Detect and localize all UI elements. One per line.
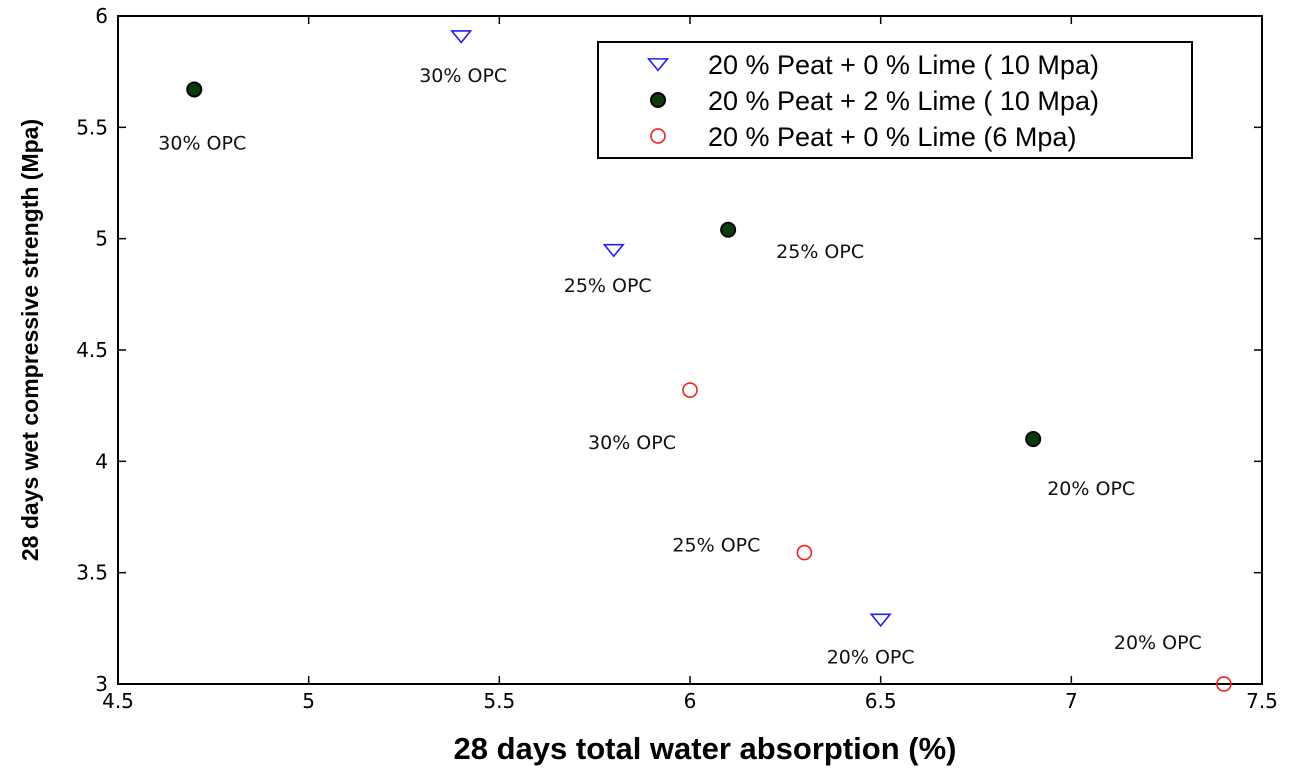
legend-marker bbox=[646, 58, 670, 72]
data-point bbox=[682, 382, 698, 398]
data-point bbox=[450, 30, 473, 44]
y-tick-label: 6 bbox=[95, 4, 108, 28]
x-tick-label: 7 bbox=[1065, 689, 1078, 713]
point-label: 25% OPC bbox=[776, 241, 864, 263]
legend-items: 20 % Peat + 0 % Lime ( 10 Mpa) 20 % Peat … bbox=[646, 50, 1099, 152]
legend: 20 % Peat + 0 % Lime ( 10 Mpa) 20 % Peat … bbox=[597, 41, 1193, 159]
point-label: 30% OPC bbox=[158, 132, 246, 154]
data-point bbox=[1216, 676, 1232, 692]
point-label: 30% OPC bbox=[588, 432, 676, 454]
data-point bbox=[186, 81, 203, 98]
point-label: 30% OPC bbox=[419, 65, 507, 87]
legend-label: 20 % Peat + 0 % Lime ( 10 Mpa) bbox=[708, 50, 1099, 80]
point-label: 25% OPC bbox=[672, 535, 760, 557]
data-point bbox=[796, 544, 813, 561]
y-tick-label: 4.5 bbox=[76, 338, 108, 362]
data-point bbox=[720, 221, 737, 238]
data-point bbox=[1025, 431, 1042, 448]
x-tick-label: 7.5 bbox=[1246, 689, 1278, 713]
x-tick-label: 6.5 bbox=[865, 689, 897, 713]
x-tick-label: 5 bbox=[302, 689, 315, 713]
point-label: 20% OPC bbox=[827, 646, 915, 668]
point-label: 20% OPC bbox=[1114, 632, 1202, 654]
y-tick-label: 4 bbox=[95, 449, 108, 473]
x-tick-label: 5.5 bbox=[483, 689, 515, 713]
point-label: 25% OPC bbox=[564, 275, 652, 297]
data-points bbox=[186, 30, 1232, 692]
y-tick-label: 5.5 bbox=[76, 115, 108, 139]
legend-marker bbox=[650, 128, 666, 144]
data-point bbox=[602, 243, 625, 258]
legend-label: 20 % Peat + 0 % Lime (6 Mpa) bbox=[708, 122, 1076, 152]
point-label: 20% OPC bbox=[1047, 478, 1135, 500]
legend-marker bbox=[649, 91, 667, 109]
y-tick-label: 3 bbox=[95, 672, 108, 696]
x-tick-label: 6 bbox=[684, 689, 697, 713]
point-annotations: 30% OPC 25% OPC 20% OPC 30% OPC 25% OPC 20% O… bbox=[158, 65, 1202, 668]
x-axis-label: 28 days total water absorption (%) bbox=[454, 731, 957, 766]
x-tick-label: 4.5 bbox=[102, 689, 134, 713]
legend-label: 20 % Peat + 2 % Lime ( 10 Mpa) bbox=[708, 86, 1099, 116]
y-tick-label: 3.5 bbox=[76, 561, 108, 585]
data-point bbox=[869, 613, 892, 628]
legend-box bbox=[597, 41, 1193, 159]
y-tick-label: 5 bbox=[95, 227, 108, 251]
y-axis-label: 28 days wet compressive strength (Mpa) bbox=[17, 119, 43, 561]
axis-ticks: 4.5 5 5.5 6 6.5 7 7.5 3 3.5 4 4.5 5 5.5 6 bbox=[76, 4, 1278, 713]
